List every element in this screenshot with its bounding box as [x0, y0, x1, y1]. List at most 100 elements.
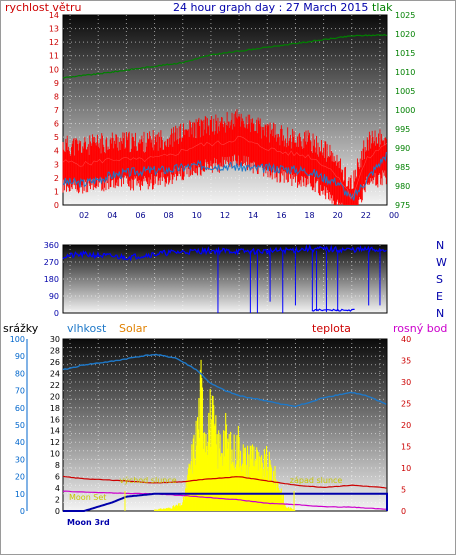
wind-tick-label: 6 — [54, 120, 59, 129]
compass-label: N — [436, 307, 444, 320]
rain-tick-label: 60 — [15, 404, 25, 413]
moon-tick-label: Moon 3rd — [67, 518, 110, 527]
rain-tick-label: 0 — [20, 507, 25, 516]
direction-tick-label: 90 — [49, 292, 59, 301]
temperature-line — [62, 475, 387, 489]
wind-tick-label: 5 — [54, 133, 59, 142]
rain-tick-label: 70 — [15, 387, 25, 396]
temp-tick-label: 30 — [401, 378, 411, 387]
time-tick-label: 18 — [304, 211, 314, 220]
time-tick-label: 04 — [107, 211, 117, 220]
wind-tick-label: 7 — [54, 106, 59, 115]
rain-tick-label: 50 — [15, 421, 25, 430]
wind-tick-label: 2 — [54, 174, 59, 183]
wind-axis-title: rychlost větru — [5, 1, 82, 14]
temp-tick-label: 25 — [401, 400, 411, 409]
humidity-tick-label: 12 — [50, 438, 60, 447]
humidity-tick-label: 0 — [55, 507, 60, 516]
pressure-tick-label: 1015 — [395, 49, 415, 58]
wind-tick-label: 12 — [49, 38, 59, 47]
humidity-tick-label: 6 — [55, 473, 60, 482]
rain-tick-label: 10 — [15, 490, 25, 499]
time-tick-label: 10 — [192, 211, 202, 220]
pressure-tick-label: 985 — [395, 163, 410, 172]
compass-label: N — [436, 239, 444, 252]
time-tick-label: 02 — [79, 211, 89, 220]
humidity-tick-label: 20 — [50, 392, 60, 401]
humidity-tick-label: 18 — [50, 404, 60, 413]
rain-tick-label: 100 — [10, 335, 25, 344]
rain-tick-label: 30 — [15, 455, 25, 464]
pressure-tick-label: 990 — [395, 144, 410, 153]
compass-label: E — [436, 290, 443, 303]
time-tick-label: 22 — [361, 211, 371, 220]
time-tick-label: 08 — [164, 211, 174, 220]
panel3-axis-title: teplota — [312, 322, 351, 335]
moon-set-label: Moon Set — [69, 493, 106, 502]
pressure-tick-label: 975 — [395, 201, 410, 210]
sun-label: západ slunce — [290, 476, 343, 485]
wind-tick-label: 14 — [49, 11, 59, 20]
time-tick-label: 12 — [220, 211, 230, 220]
wind-tick-label: 10 — [49, 65, 59, 74]
pressure-tick-label: 1005 — [395, 87, 415, 96]
panel3-axis-title: srážky — [3, 322, 39, 335]
panel3-axis-title: Solar — [119, 322, 148, 335]
wind-speed-line — [62, 136, 388, 199]
temp-tick-label: 15 — [401, 443, 411, 452]
compass-label: S — [436, 273, 443, 286]
temp-tick-label: 5 — [401, 486, 406, 495]
rain-tick-label: 90 — [15, 352, 25, 361]
rain-tick-label: 80 — [15, 369, 25, 378]
panel3-axis-title: rosný bod — [393, 322, 447, 335]
rain-tick-label: 40 — [15, 438, 25, 447]
chart-title: 24 hour graph day : 27 March 2015 — [173, 1, 369, 14]
rain-line — [63, 492, 388, 512]
time-tick-label: 14 — [248, 211, 258, 220]
temp-tick-label: 40 — [401, 335, 411, 344]
direction-tick-label: 180 — [44, 275, 59, 284]
pressure-tick-label: 1025 — [395, 11, 415, 20]
humidity-tick-label: 30 — [50, 335, 60, 344]
wind-avg-line — [62, 152, 387, 201]
panel3-axis-title: vlhkost — [67, 322, 107, 335]
direction-tick-label: 0 — [54, 309, 59, 318]
time-tick-label: 20 — [333, 211, 343, 220]
direction-low-segment — [312, 308, 355, 312]
rain-tick-label: 20 — [15, 473, 25, 482]
wind-tick-label: 0 — [54, 201, 59, 210]
wind-tick-label: 4 — [54, 147, 59, 156]
pressure-tick-label: 1020 — [395, 30, 415, 39]
humidity-tick-label: 16 — [50, 415, 60, 424]
humidity-tick-label: 24 — [50, 369, 60, 378]
humidity-tick-label: 14 — [50, 427, 60, 436]
pressure-tick-label: 1010 — [395, 68, 415, 77]
direction-tick-label: 270 — [44, 258, 59, 267]
pressure-tick-label: 1000 — [395, 106, 415, 115]
humidity-tick-label: 22 — [50, 381, 60, 390]
humidity-tick-label: 8 — [55, 461, 60, 470]
humidity-tick-label: 28 — [50, 346, 60, 355]
time-tick-label: 16 — [276, 211, 286, 220]
temp-tick-label: 20 — [401, 421, 411, 430]
wind-tick-label: 1 — [54, 187, 59, 196]
dewpoint-line — [62, 490, 387, 510]
humidity-tick-label: 4 — [55, 484, 60, 493]
humidity-line — [62, 353, 387, 408]
humidity-tick-label: 2 — [55, 496, 60, 505]
sun-label: východ slunce — [119, 476, 176, 485]
humidity-tick-label: 10 — [50, 450, 60, 459]
humidity-tick-label: 26 — [50, 358, 60, 367]
wind-direction-line — [62, 244, 387, 262]
wind-tick-label: 9 — [54, 79, 59, 88]
wind-tick-label: 13 — [49, 25, 59, 34]
pressure-line — [62, 33, 388, 79]
temp-tick-label: 0 — [401, 507, 406, 516]
chart-header: rychlost větru 24 hour graph day : 27 Ma… — [1, 1, 455, 15]
compass-label: W — [436, 256, 447, 269]
time-tick-label: 06 — [135, 211, 145, 220]
pressure-tick-label: 995 — [395, 125, 410, 134]
pressure-axis-title: tlak — [372, 1, 393, 14]
